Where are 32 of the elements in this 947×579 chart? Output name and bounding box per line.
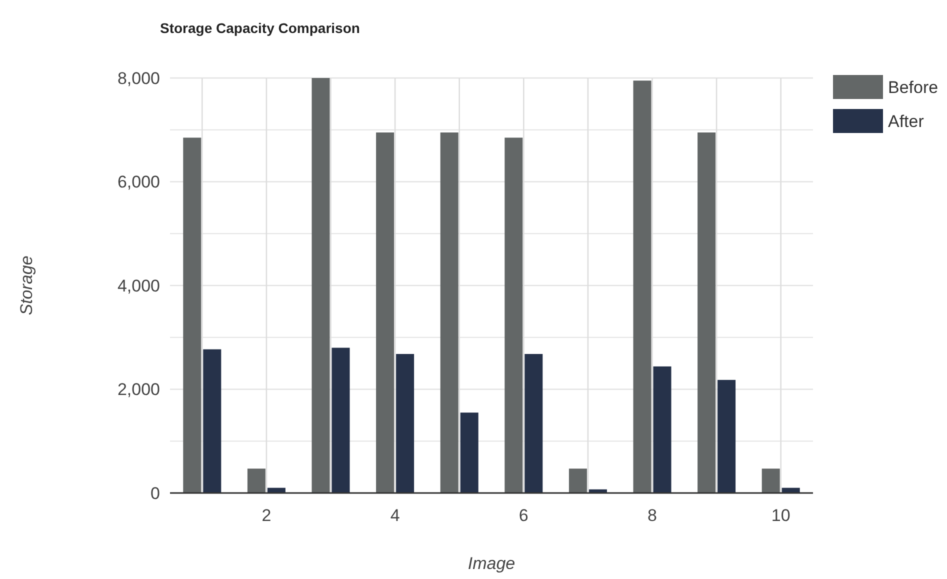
x-tick-label: 8 <box>648 506 657 525</box>
legend-label: After <box>888 112 924 131</box>
bar <box>762 468 780 493</box>
x-axis-title: Image <box>468 554 516 573</box>
bar <box>312 78 330 493</box>
bar <box>698 132 716 493</box>
y-tick-label: 8,000 <box>117 68 160 88</box>
y-tick-label: 6,000 <box>117 172 160 192</box>
bar <box>633 80 652 493</box>
y-tick-label: 4,000 <box>117 276 160 296</box>
bar <box>568 468 587 493</box>
chart-title: Storage Capacity Comparison <box>160 20 360 36</box>
bar <box>247 468 266 493</box>
bar <box>183 138 202 493</box>
bar <box>718 380 736 493</box>
bar <box>460 412 478 493</box>
y-tick-label: 2,000 <box>117 380 160 400</box>
bar <box>653 366 672 493</box>
bar <box>440 132 458 493</box>
x-tick-label: 2 <box>262 506 272 525</box>
bar <box>524 354 543 493</box>
bar <box>332 348 350 493</box>
bar <box>203 349 222 493</box>
y-axis-title: Storage <box>17 256 36 316</box>
bar <box>504 138 523 493</box>
bar <box>396 354 414 493</box>
y-tick-label: 0 <box>150 484 160 503</box>
x-tick-label: 10 <box>771 506 790 525</box>
x-tick-label: 4 <box>390 506 400 525</box>
x-tick-label: 6 <box>518 506 528 525</box>
bar <box>376 132 394 493</box>
legend-label: Before <box>888 78 938 97</box>
